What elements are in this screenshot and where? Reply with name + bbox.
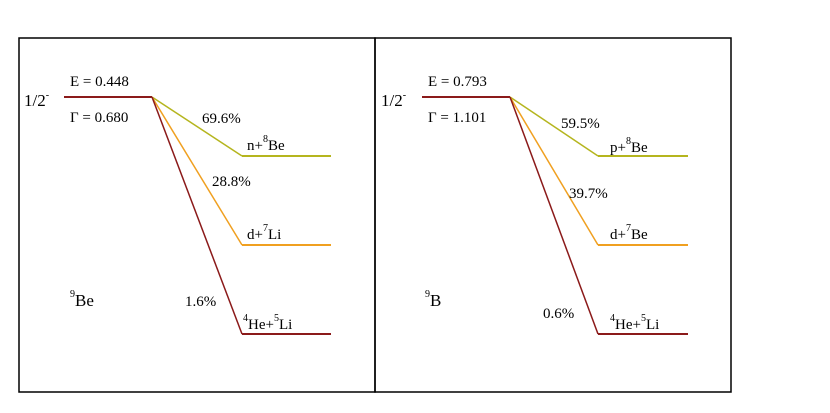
channel-label-p8be: p+8Be	[610, 136, 648, 156]
branch-percent-p8be: 59.5%	[561, 116, 600, 132]
channel-label-4he5li-9b: 4He+5Li	[610, 313, 659, 333]
decay-line-d7li	[151, 96, 243, 246]
channel-label-4he5li: 4He+5Li	[243, 313, 292, 333]
energy-label: E = 0.448	[70, 74, 129, 90]
panel-frame-9b	[374, 37, 732, 393]
branch-percent-n8be: 69.6%	[202, 111, 241, 127]
decay-line-p8be	[509, 96, 599, 157]
panel-9be: 1/2- E = 0.448 Γ = 0.680 69.6% 28.8% 1.6…	[24, 74, 331, 335]
branch-percent-d7li: 28.8%	[212, 174, 251, 190]
channel-label-d7be: d+7Be	[610, 223, 648, 243]
width-label-9b: Γ = 1.101	[428, 110, 486, 126]
branch-percent-4he5li-9b: 0.6%	[543, 306, 574, 322]
branch-percent-d7be: 39.7%	[569, 186, 608, 202]
width-label: Γ = 0.680	[70, 110, 128, 126]
channel-label-n8be: n+8Be	[247, 134, 285, 154]
decay-line-d7be	[509, 96, 599, 246]
energy-label-9b: E = 0.793	[428, 74, 487, 90]
branch-percent-4he5li: 1.6%	[185, 294, 216, 310]
spin-parity-label: 1/2-	[24, 90, 49, 110]
panel-9b: 1/2- E = 0.793 Γ = 1.101 59.5% 39.7% 0.6…	[381, 74, 688, 335]
decay-line-4he5li-9b	[509, 96, 599, 335]
nucleus-label-9b: 9B	[425, 289, 441, 310]
channel-label-d7li: d+7Li	[247, 223, 281, 243]
spin-parity-label-9b: 1/2-	[381, 90, 406, 110]
decay-line-4he5li	[151, 96, 243, 335]
nucleus-label-9be: 9Be	[70, 289, 94, 310]
decay-line-n8be	[151, 96, 243, 157]
